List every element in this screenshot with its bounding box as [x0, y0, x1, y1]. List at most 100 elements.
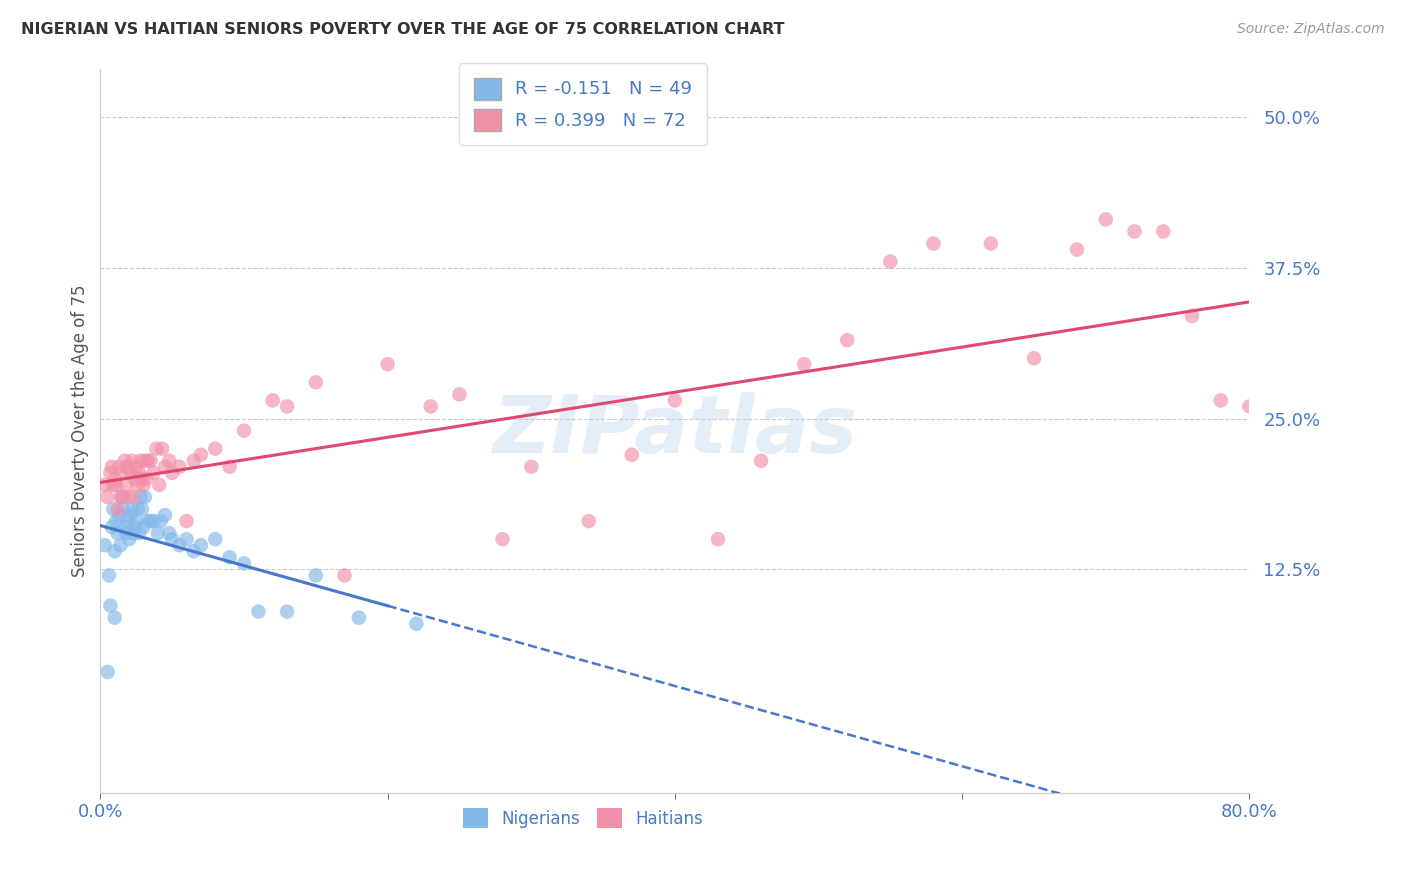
Point: [879, 254, 901, 268]
Point: [218, 550, 240, 565]
Point: [491, 532, 513, 546]
Point: [128, 466, 150, 480]
Point: [134, 454, 156, 468]
Point: [157, 454, 180, 468]
Point: [204, 442, 226, 456]
Point: [120, 466, 142, 480]
Point: [93, 478, 115, 492]
Point: [136, 514, 159, 528]
Text: Source: ZipAtlas.com: Source: ZipAtlas.com: [1237, 22, 1385, 37]
Point: [262, 393, 284, 408]
Point: [1209, 393, 1232, 408]
Point: [132, 520, 155, 534]
Point: [153, 459, 176, 474]
Point: [142, 466, 165, 480]
Point: [111, 490, 134, 504]
Point: [190, 538, 212, 552]
Point: [377, 357, 399, 371]
Point: [176, 532, 198, 546]
Point: [125, 459, 148, 474]
Point: [114, 520, 136, 534]
Point: [127, 478, 149, 492]
Point: [157, 526, 180, 541]
Point: [169, 459, 191, 474]
Point: [980, 236, 1002, 251]
Point: [405, 616, 427, 631]
Point: [183, 454, 205, 468]
Point: [110, 490, 132, 504]
Point: [160, 532, 183, 546]
Point: [664, 393, 686, 408]
Point: [100, 466, 122, 480]
Point: [1152, 224, 1174, 238]
Point: [142, 514, 165, 528]
Point: [120, 508, 142, 522]
Point: [136, 454, 159, 468]
Point: [124, 472, 146, 486]
Point: [98, 568, 121, 582]
Point: [121, 454, 143, 468]
Point: [148, 478, 170, 492]
Point: [117, 459, 139, 474]
Point: [169, 538, 191, 552]
Point: [749, 454, 772, 468]
Point: [150, 442, 173, 456]
Point: [1181, 309, 1204, 323]
Point: [578, 514, 600, 528]
Point: [190, 448, 212, 462]
Point: [108, 459, 131, 474]
Point: [103, 478, 125, 492]
Point: [111, 466, 134, 480]
Point: [122, 526, 145, 541]
Point: [118, 490, 141, 504]
Point: [520, 459, 543, 474]
Point: [276, 605, 298, 619]
Point: [93, 538, 115, 552]
Point: [134, 490, 156, 504]
Point: [104, 610, 127, 624]
Point: [105, 514, 128, 528]
Point: [153, 508, 176, 522]
Point: [124, 520, 146, 534]
Point: [620, 448, 643, 462]
Point: [922, 236, 945, 251]
Point: [104, 472, 127, 486]
Point: [176, 514, 198, 528]
Point: [233, 557, 256, 571]
Point: [110, 538, 132, 552]
Point: [122, 490, 145, 504]
Point: [118, 532, 141, 546]
Point: [121, 502, 143, 516]
Point: [1022, 351, 1045, 366]
Point: [837, 333, 859, 347]
Point: [132, 478, 155, 492]
Point: [129, 454, 152, 468]
Point: [333, 568, 356, 582]
Point: [115, 526, 138, 541]
Point: [117, 514, 139, 528]
Point: [305, 376, 328, 390]
Point: [107, 502, 129, 516]
Point: [101, 459, 124, 474]
Legend: Nigerians, Haitians: Nigerians, Haitians: [457, 801, 710, 835]
Point: [103, 502, 125, 516]
Point: [347, 610, 370, 624]
Point: [105, 478, 128, 492]
Point: [218, 459, 240, 474]
Point: [139, 514, 162, 528]
Point: [96, 490, 118, 504]
Point: [160, 466, 183, 480]
Point: [108, 508, 131, 522]
Point: [145, 442, 167, 456]
Point: [233, 424, 256, 438]
Point: [128, 526, 150, 541]
Point: [419, 400, 441, 414]
Point: [96, 665, 118, 679]
Point: [276, 400, 298, 414]
Point: [1094, 212, 1116, 227]
Point: [101, 520, 124, 534]
Point: [139, 454, 162, 468]
Point: [204, 532, 226, 546]
Point: [149, 514, 172, 528]
Point: [449, 387, 471, 401]
